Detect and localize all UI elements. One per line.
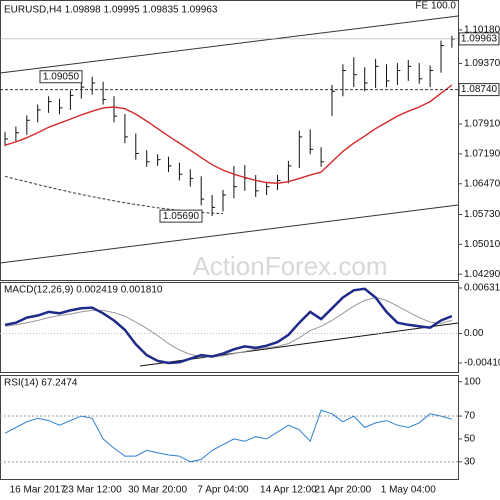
last-price-label: 1.09963 [461, 34, 498, 45]
macd-line [4, 287, 453, 365]
fe-label: FE 100.0 [415, 1, 456, 12]
y-tick-label: 1.06470 [464, 178, 500, 189]
y-tick-label: -0.004102 [464, 358, 500, 369]
rsi-panel [0, 375, 459, 480]
high-label: 1.09050 [43, 71, 80, 82]
y-tick-label: 30 [464, 456, 476, 467]
rsi-line [4, 409, 453, 463]
x-tick-label: 30 Mar 20:00 [128, 485, 187, 496]
y-tick-label: 1.07910 [464, 119, 500, 130]
channel-line [0, 15, 459, 74]
channel-line [0, 204, 459, 264]
y-tick-label: 70 [464, 411, 476, 422]
chart-title: EURUSD,H4 1.09898 1.09995 1.09835 1.0996… [4, 5, 218, 16]
high-label-box [39, 70, 83, 84]
y-tick-label: 1.05730 [464, 209, 500, 220]
low-label-box [159, 209, 203, 223]
moving-average [4, 84, 453, 185]
y-tick-label: 50 [464, 434, 476, 445]
rsi-title: RSI(14) 67.2474 [4, 378, 78, 389]
macd-title: MACD(12,26,9) 0.002419 0.001810 [4, 285, 163, 296]
y-tick-label: 100 [464, 376, 481, 387]
y-tick-label: 1.05010 [464, 239, 500, 250]
macd-panel [0, 282, 459, 373]
watermark: ActionForex.com [192, 251, 387, 281]
x-tick-label: 16 Mar 2017 [10, 485, 67, 496]
level-label: 1.08740 [461, 84, 498, 95]
low-label: 1.05690 [163, 211, 200, 222]
level-label-box [458, 83, 500, 97]
x-tick-label: 14 Apr 12:00 [260, 485, 317, 496]
x-tick-label: 23 Mar 12:00 [63, 485, 122, 496]
y-tick-label: 0.00 [464, 328, 484, 339]
x-tick-label: 7 Apr 04:00 [197, 485, 249, 496]
x-tick-label: 1 May 04:00 [381, 485, 436, 496]
x-tick-label: 21 Apr 20:00 [315, 485, 372, 496]
y-tick-label: 1.10180 [464, 25, 500, 36]
y-tick-label: 0.006319 [464, 283, 500, 294]
y-tick-label: 1.09370 [464, 58, 500, 69]
price-panel [0, 0, 459, 281]
y-tick-label: 1.04290 [464, 269, 500, 280]
last-price-label-box [458, 32, 500, 46]
signal-line [4, 296, 453, 358]
y-tick-label: 1.07190 [464, 149, 500, 160]
